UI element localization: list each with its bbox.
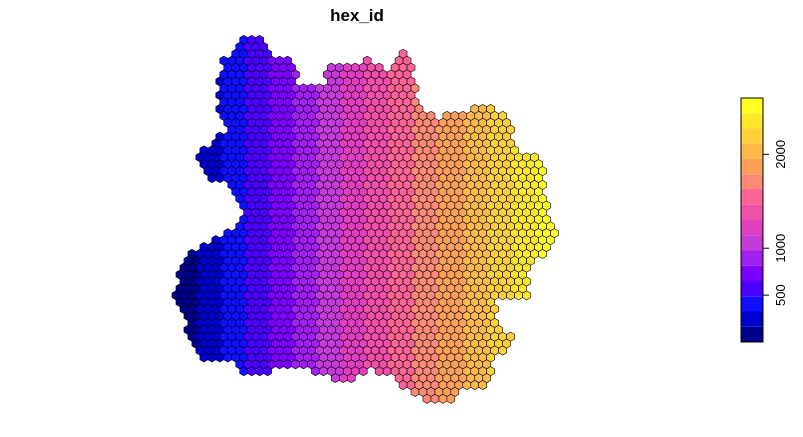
legend-color-step	[741, 326, 763, 342]
hex-cell	[255, 366, 264, 377]
hex-cell	[299, 359, 308, 370]
hex-cell	[430, 393, 440, 404]
hex-cell	[223, 352, 233, 363]
hex-cell	[422, 393, 432, 404]
hex-grid	[171, 35, 559, 404]
hex-cell	[239, 366, 248, 377]
hex-cell	[382, 366, 392, 377]
hex-cell	[207, 352, 217, 363]
legend-color-step	[741, 281, 763, 297]
hex-cell	[498, 290, 507, 301]
legend-tick-label: 500	[773, 284, 788, 306]
hex-cell	[346, 373, 356, 384]
hex-cell	[207, 173, 217, 183]
hex-cell	[283, 359, 292, 370]
hex-cell	[398, 380, 408, 390]
legend-color-step	[741, 311, 763, 327]
hex-cell	[470, 380, 480, 390]
hex-cell	[291, 359, 300, 370]
hex-cell	[319, 366, 328, 377]
hex-cell	[339, 373, 348, 384]
hex-cell	[358, 366, 368, 377]
hex-cell	[374, 366, 384, 377]
hex-cell	[311, 366, 320, 377]
hex-cell	[522, 290, 531, 301]
hex-cell	[275, 359, 284, 370]
hex-cell	[514, 290, 523, 301]
legend-color-step	[741, 250, 763, 266]
legend-color-step	[741, 265, 763, 281]
hex-cell	[331, 373, 340, 384]
map-title: hex_id	[330, 6, 384, 25]
legend-color-step	[741, 128, 763, 144]
legend-color-step	[741, 235, 763, 251]
legend-color-step	[741, 174, 763, 190]
hex-cell	[263, 366, 272, 377]
hex-cell	[506, 290, 515, 301]
legend-frame	[740, 97, 764, 343]
hex-cell	[462, 380, 472, 390]
legend-tick-label: 1000	[773, 234, 788, 263]
legend-color-step	[741, 98, 763, 114]
hex-cell	[247, 366, 256, 377]
hex-cell	[478, 380, 488, 390]
legend-color-step	[741, 143, 763, 159]
hex-cell	[438, 393, 448, 404]
hex-cell	[199, 352, 209, 363]
hex-cell	[215, 173, 225, 183]
legend-color-step	[741, 204, 763, 220]
legend-tick-label: 2000	[773, 140, 788, 169]
hex-cell	[498, 345, 507, 356]
legend-color-step	[741, 296, 763, 312]
hex-cell	[538, 248, 547, 259]
hex-cell	[446, 393, 456, 404]
legend-color-step	[741, 113, 763, 129]
legend-color-step	[741, 220, 763, 236]
hex-cell	[215, 352, 225, 363]
color-legend: 500 1000 2000	[740, 97, 788, 343]
legend-color-step	[741, 189, 763, 205]
legend-color-step	[741, 159, 763, 175]
hex-cell	[410, 386, 420, 397]
